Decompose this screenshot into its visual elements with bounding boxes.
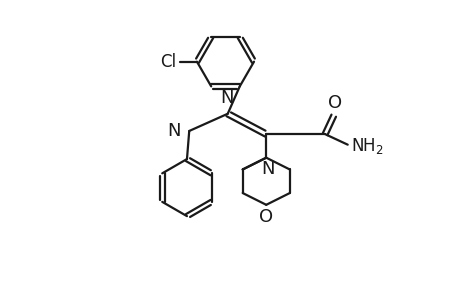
Text: N: N: [167, 122, 181, 140]
Text: O: O: [328, 94, 342, 112]
Text: Cl: Cl: [160, 53, 176, 71]
Text: N: N: [260, 160, 274, 178]
Text: N: N: [219, 88, 233, 106]
Text: NH$_2$: NH$_2$: [351, 136, 383, 156]
Text: O: O: [258, 208, 273, 226]
